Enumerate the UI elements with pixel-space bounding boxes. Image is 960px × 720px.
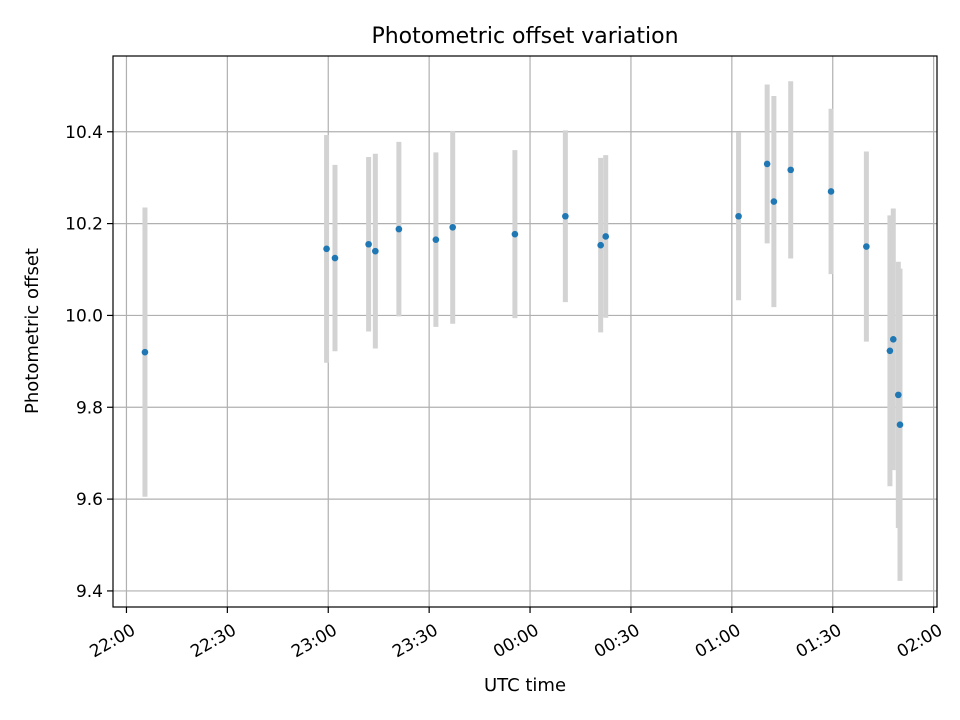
data-point — [886, 347, 894, 355]
data-point — [735, 212, 742, 220]
data-point — [827, 188, 835, 195]
data-point — [432, 236, 440, 243]
chart-title: Photometric offset variation — [371, 24, 678, 49]
data-point — [787, 166, 794, 174]
data-point — [763, 160, 771, 168]
y-axis-ticks: 9.4 9.6 9.8 10.0 10.2 10.4 — [65, 123, 113, 602]
y-tick-label: 10.2 — [65, 215, 103, 235]
data-point — [395, 225, 403, 233]
y-tick-label: 9.4 — [76, 582, 103, 602]
data-point — [511, 230, 519, 238]
y-axis-label: Photometric offset — [22, 248, 43, 414]
x-axis-label: UTC time — [484, 675, 566, 696]
data-point — [323, 245, 330, 253]
y-tick-label: 10.4 — [65, 123, 103, 143]
y-tick-label: 9.8 — [76, 398, 103, 418]
data-point — [602, 233, 610, 240]
data-point — [331, 254, 339, 262]
data-point — [770, 198, 778, 205]
y-tick-label: 9.6 — [76, 490, 103, 510]
data-point — [365, 240, 372, 248]
data-point — [863, 243, 870, 250]
data-point — [141, 348, 149, 356]
data-point — [889, 336, 897, 343]
data-markers — [141, 160, 904, 429]
data-point — [896, 421, 904, 429]
data-point — [562, 212, 569, 220]
plot-frame — [112, 55, 938, 608]
data-point — [449, 223, 456, 231]
data-point — [895, 391, 902, 399]
y-tick-label: 10.0 — [65, 306, 103, 326]
data-point — [372, 247, 379, 255]
data-point — [597, 241, 604, 249]
